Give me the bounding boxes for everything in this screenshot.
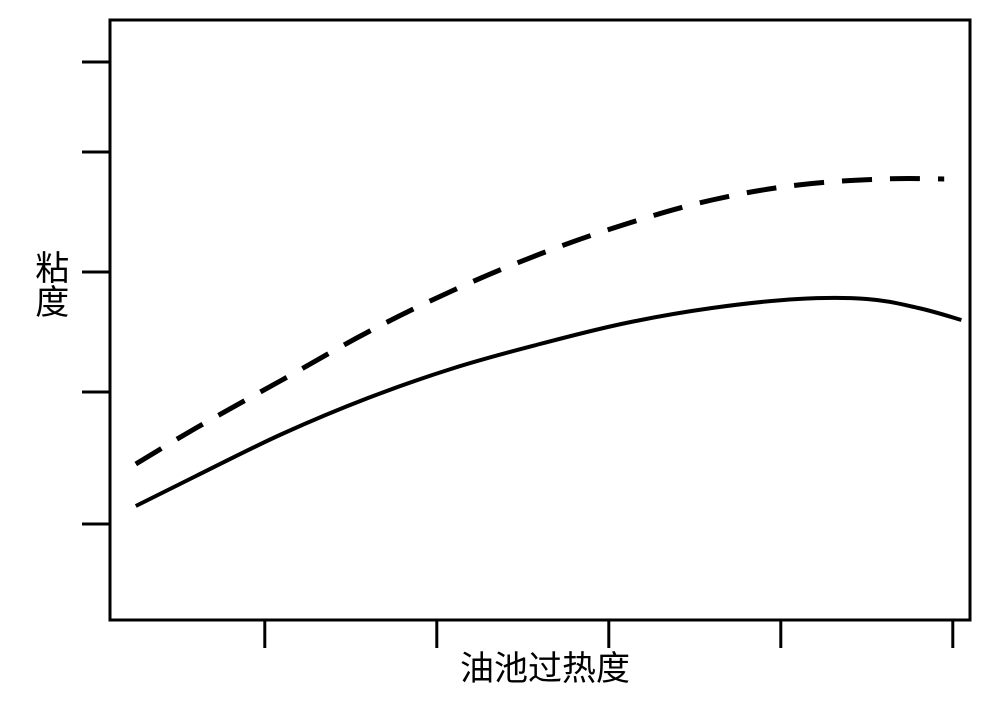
- series-dashed-upper: [136, 179, 944, 464]
- series-solid-lower: [136, 298, 962, 506]
- chart-svg: [0, 0, 1000, 701]
- x-axis-label: 油池过热度: [460, 652, 630, 688]
- chart-container: 粘度 油池过热度: [0, 0, 1000, 701]
- plot-border: [110, 20, 970, 620]
- y-axis-label: 粘度: [30, 250, 66, 318]
